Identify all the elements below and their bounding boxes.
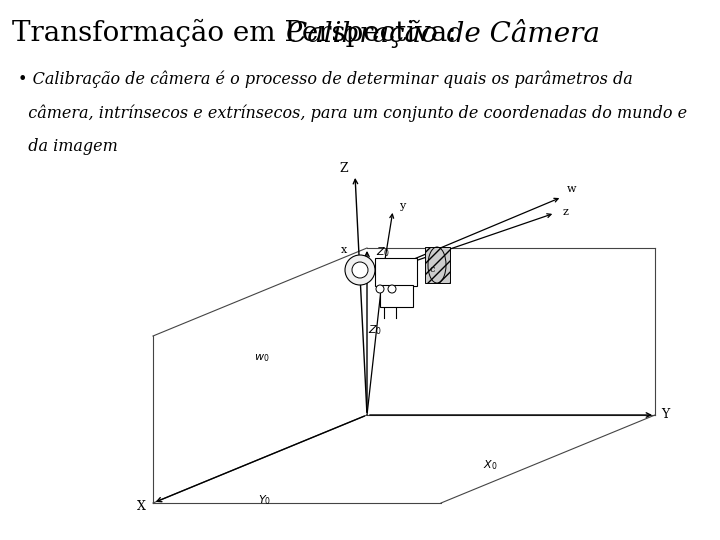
Bar: [425, 247, 450, 283]
Text: $Z_0$: $Z_0$: [368, 323, 382, 337]
Circle shape: [352, 262, 368, 278]
Circle shape: [376, 285, 384, 293]
Text: • Calibração de câmera é o processo de determinar quais os parâmetros da: • Calibração de câmera é o processo de d…: [18, 70, 633, 87]
Circle shape: [388, 285, 396, 293]
Text: $Y_0$: $Y_0$: [258, 493, 271, 507]
Bar: [380, 285, 413, 307]
Text: $w_0$: $w_0$: [254, 352, 270, 364]
Text: câmera, intrínsecos e extrínsecos, para um conjunto de coordenadas do mundo e: câmera, intrínsecos e extrínsecos, para …: [18, 104, 687, 122]
Bar: [375, 258, 417, 286]
Text: $X_0$: $X_0$: [482, 458, 498, 472]
Text: $Z_0$: $Z_0$: [376, 245, 390, 259]
Text: c: c: [430, 265, 436, 273]
Text: w: w: [567, 184, 577, 194]
Text: y: y: [399, 201, 405, 211]
Text: r: r: [388, 267, 392, 276]
Text: Z: Z: [339, 163, 348, 176]
Text: x: x: [341, 245, 347, 255]
Text: Transformação em Perspectiva:: Transformação em Perspectiva:: [12, 19, 465, 47]
Circle shape: [345, 255, 375, 285]
Text: z: z: [563, 207, 569, 217]
Text: da imagem: da imagem: [18, 138, 118, 155]
Text: Y: Y: [661, 408, 669, 422]
Text: X: X: [137, 501, 145, 514]
Text: Calibração de Câmera: Calibração de Câmera: [286, 19, 600, 48]
